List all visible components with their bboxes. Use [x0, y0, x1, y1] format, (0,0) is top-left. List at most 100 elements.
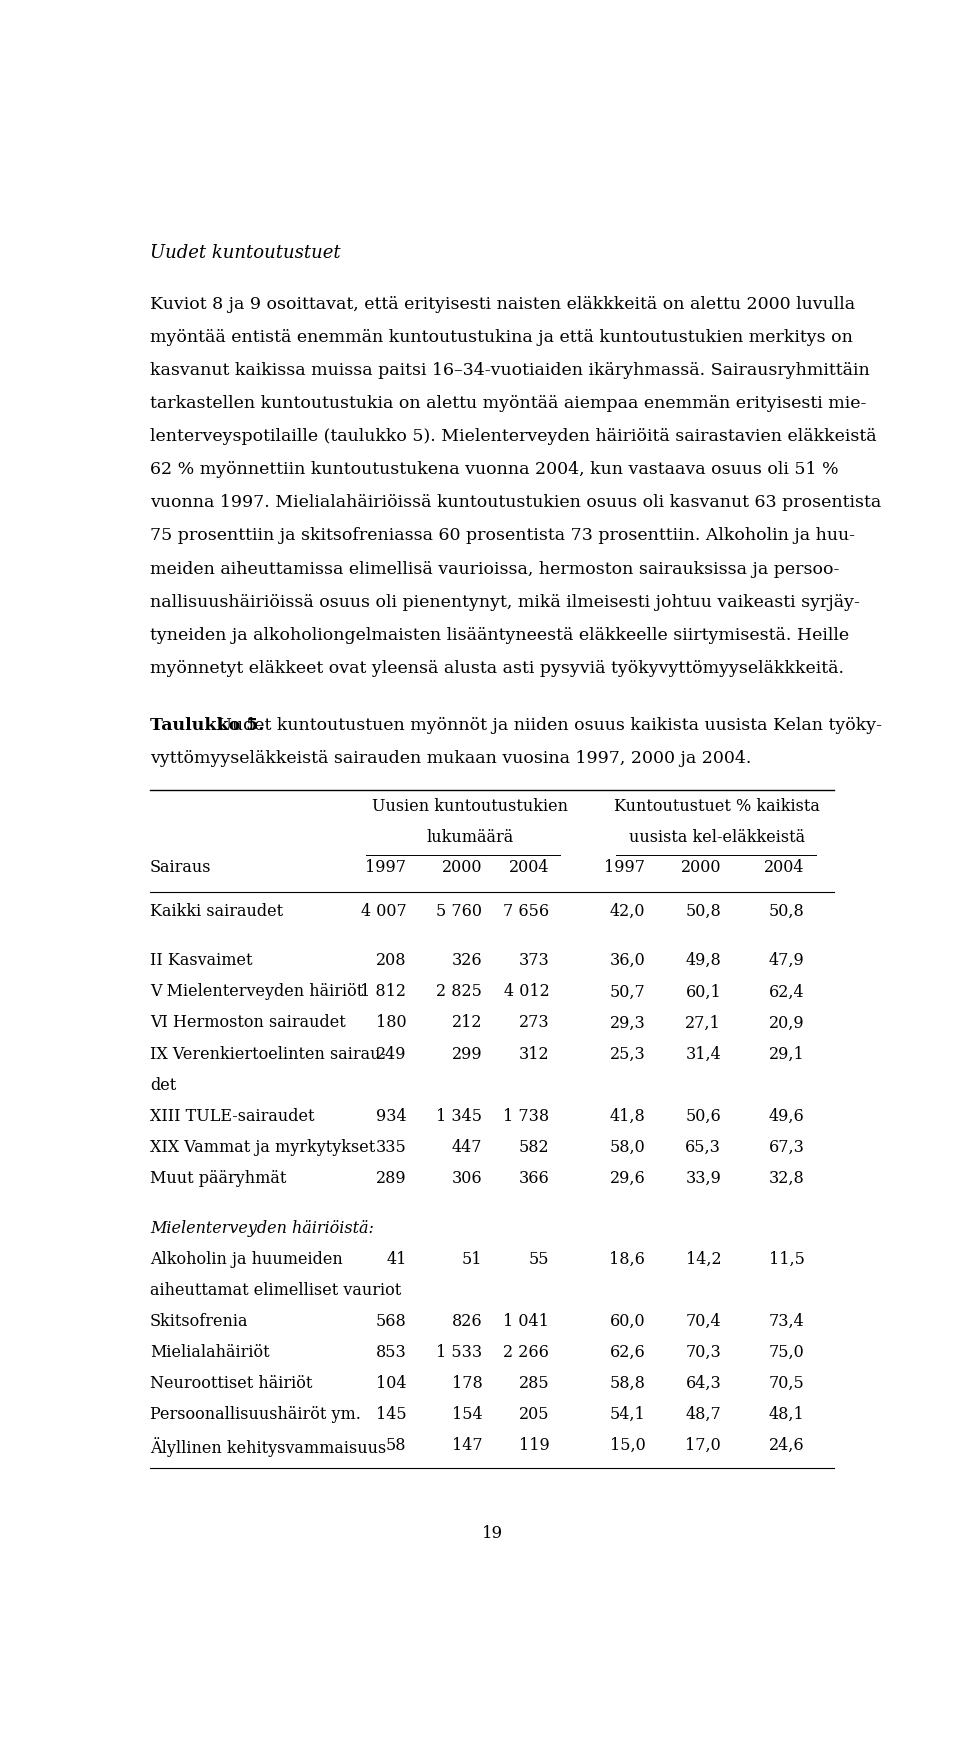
Text: 289: 289 — [375, 1171, 406, 1186]
Text: 73,4: 73,4 — [769, 1313, 804, 1330]
Text: 19: 19 — [481, 1525, 503, 1541]
Text: 70,5: 70,5 — [769, 1374, 804, 1392]
Text: vyttömyyseläkkeistä sairauden mukaan vuosina 1997, 2000 ja 2004.: vyttömyyseläkkeistä sairauden mukaan vuo… — [150, 751, 751, 767]
Text: Kaikki sairaudet: Kaikki sairaudet — [150, 902, 283, 920]
Text: meiden aiheuttamissa elimellisä vaurioissa, hermoston sairauksissa ja persoo-: meiden aiheuttamissa elimellisä vauriois… — [150, 560, 839, 577]
Text: 36,0: 36,0 — [610, 953, 645, 969]
Text: 447: 447 — [452, 1139, 482, 1157]
Text: 273: 273 — [518, 1014, 549, 1032]
Text: Persoonallisuushäiröt ym.: Persoonallisuushäiröt ym. — [150, 1406, 361, 1423]
Text: Mielenterveyden häiriöistä:: Mielenterveyden häiriöistä: — [150, 1220, 373, 1237]
Text: Muut pääryhmät: Muut pääryhmät — [150, 1171, 286, 1186]
Text: 104: 104 — [376, 1374, 406, 1392]
Text: 27,1: 27,1 — [685, 1014, 721, 1032]
Text: 306: 306 — [452, 1171, 482, 1186]
Text: 285: 285 — [518, 1374, 549, 1392]
Text: myöntää entistä enemmän kuntoutustukina ja että kuntoutustukien merkitys on: myöntää entistä enemmän kuntoutustukina … — [150, 328, 852, 346]
Text: Neuroottiset häiriöt: Neuroottiset häiriöt — [150, 1374, 312, 1392]
Text: lenterveyspotilaille (taulukko 5). Mielenterveyden häiriöitä sairastavien eläkke: lenterveyspotilaille (taulukko 5). Miele… — [150, 428, 876, 446]
Text: Uudet kuntoutustuet: Uudet kuntoutustuet — [150, 244, 341, 263]
Text: 2000: 2000 — [442, 860, 482, 876]
Text: 205: 205 — [518, 1406, 549, 1423]
Text: 14,2: 14,2 — [685, 1251, 721, 1267]
Text: 54,1: 54,1 — [610, 1406, 645, 1423]
Text: uusista kel-eläkkeistä: uusista kel-eläkkeistä — [630, 830, 805, 846]
Text: 60,1: 60,1 — [685, 983, 721, 1000]
Text: 1997: 1997 — [366, 860, 406, 876]
Text: 1997: 1997 — [604, 860, 645, 876]
Text: 29,1: 29,1 — [769, 1046, 804, 1062]
Text: 49,8: 49,8 — [685, 953, 721, 969]
Text: 582: 582 — [518, 1139, 549, 1157]
Text: 50,8: 50,8 — [685, 902, 721, 920]
Text: 366: 366 — [518, 1171, 549, 1186]
Text: 326: 326 — [452, 953, 482, 969]
Text: 50,7: 50,7 — [610, 983, 645, 1000]
Text: 58,8: 58,8 — [610, 1374, 645, 1392]
Text: Uudet kuntoutustuen myönnöt ja niiden osuus kaikista uusista Kelan työky-: Uudet kuntoutustuen myönnöt ja niiden os… — [211, 718, 881, 734]
Text: 15,0: 15,0 — [610, 1437, 645, 1455]
Text: 2 825: 2 825 — [437, 983, 482, 1000]
Text: 58,0: 58,0 — [610, 1139, 645, 1157]
Text: vuonna 1997. Mielialahäiriöissä kuntoutustukien osuus oli kasvanut 63 prosentist: vuonna 1997. Mielialahäiriöissä kuntoutu… — [150, 495, 881, 511]
Text: 119: 119 — [518, 1437, 549, 1455]
Text: 178: 178 — [451, 1374, 482, 1392]
Text: 62,6: 62,6 — [610, 1344, 645, 1360]
Text: tarkastellen kuntoutustukia on alettu myöntää aiempaa enemmän erityisesti mie-: tarkastellen kuntoutustukia on alettu my… — [150, 395, 866, 412]
Text: II Kasvaimet: II Kasvaimet — [150, 953, 252, 969]
Text: XIX Vammat ja myrkytykset: XIX Vammat ja myrkytykset — [150, 1139, 375, 1157]
Text: 31,4: 31,4 — [685, 1046, 721, 1062]
Text: 4 012: 4 012 — [504, 983, 549, 1000]
Text: 70,4: 70,4 — [685, 1313, 721, 1330]
Text: Mielialahäiriöt: Mielialahäiriöt — [150, 1344, 270, 1360]
Text: 29,6: 29,6 — [610, 1171, 645, 1186]
Text: 299: 299 — [452, 1046, 482, 1062]
Text: 312: 312 — [518, 1046, 549, 1062]
Text: 50,8: 50,8 — [769, 902, 804, 920]
Text: 5 760: 5 760 — [437, 902, 482, 920]
Text: Alkoholin ja huumeiden: Alkoholin ja huumeiden — [150, 1251, 343, 1267]
Text: 65,3: 65,3 — [685, 1139, 721, 1157]
Text: 11,5: 11,5 — [769, 1251, 804, 1267]
Text: 7 656: 7 656 — [503, 902, 549, 920]
Text: Sairaus: Sairaus — [150, 860, 211, 876]
Text: 249: 249 — [376, 1046, 406, 1062]
Text: 568: 568 — [375, 1313, 406, 1330]
Text: 2 266: 2 266 — [503, 1344, 549, 1360]
Text: 154: 154 — [452, 1406, 482, 1423]
Text: 1 738: 1 738 — [503, 1107, 549, 1125]
Text: 335: 335 — [375, 1139, 406, 1157]
Text: Kuviot 8 ja 9 osoittavat, että erityisesti naisten eläkkkeitä on alettu 2000 luv: Kuviot 8 ja 9 osoittavat, että erityises… — [150, 297, 855, 312]
Text: 49,6: 49,6 — [769, 1107, 804, 1125]
Text: 2004: 2004 — [509, 860, 549, 876]
Text: 20,9: 20,9 — [769, 1014, 804, 1032]
Text: 47,9: 47,9 — [769, 953, 804, 969]
Text: lukumäärä: lukumäärä — [427, 830, 514, 846]
Text: 60,0: 60,0 — [610, 1313, 645, 1330]
Text: 64,3: 64,3 — [685, 1374, 721, 1392]
Text: Kuntoutustuet % kaikista: Kuntoutustuet % kaikista — [614, 799, 821, 816]
Text: 4 007: 4 007 — [361, 902, 406, 920]
Text: nallisuushäiriöissä osuus oli pienentynyt, mikä ilmeisesti johtuu vaikeasti syrj: nallisuushäiriöissä osuus oli pienentyny… — [150, 593, 859, 611]
Text: 24,6: 24,6 — [769, 1437, 804, 1455]
Text: 48,1: 48,1 — [769, 1406, 804, 1423]
Text: V Mielenterveyden häiriöt: V Mielenterveyden häiriöt — [150, 983, 363, 1000]
Text: 48,7: 48,7 — [685, 1406, 721, 1423]
Text: 75,0: 75,0 — [769, 1344, 804, 1360]
Text: Taulukko 5.: Taulukko 5. — [150, 718, 264, 734]
Text: IX Verenkiertoelinten sairau-: IX Verenkiertoelinten sairau- — [150, 1046, 386, 1062]
Text: 145: 145 — [375, 1406, 406, 1423]
Text: 826: 826 — [452, 1313, 482, 1330]
Text: 853: 853 — [375, 1344, 406, 1360]
Text: 180: 180 — [375, 1014, 406, 1032]
Text: Skitsofrenia: Skitsofrenia — [150, 1313, 249, 1330]
Text: VI Hermoston sairaudet: VI Hermoston sairaudet — [150, 1014, 346, 1032]
Text: aiheuttamat elimelliset vauriot: aiheuttamat elimelliset vauriot — [150, 1281, 401, 1299]
Text: 42,0: 42,0 — [610, 902, 645, 920]
Text: 2004: 2004 — [764, 860, 804, 876]
Text: 70,3: 70,3 — [685, 1344, 721, 1360]
Text: 2000: 2000 — [681, 860, 721, 876]
Text: 51: 51 — [462, 1251, 482, 1267]
Text: 33,9: 33,9 — [685, 1171, 721, 1186]
Text: 1 041: 1 041 — [503, 1313, 549, 1330]
